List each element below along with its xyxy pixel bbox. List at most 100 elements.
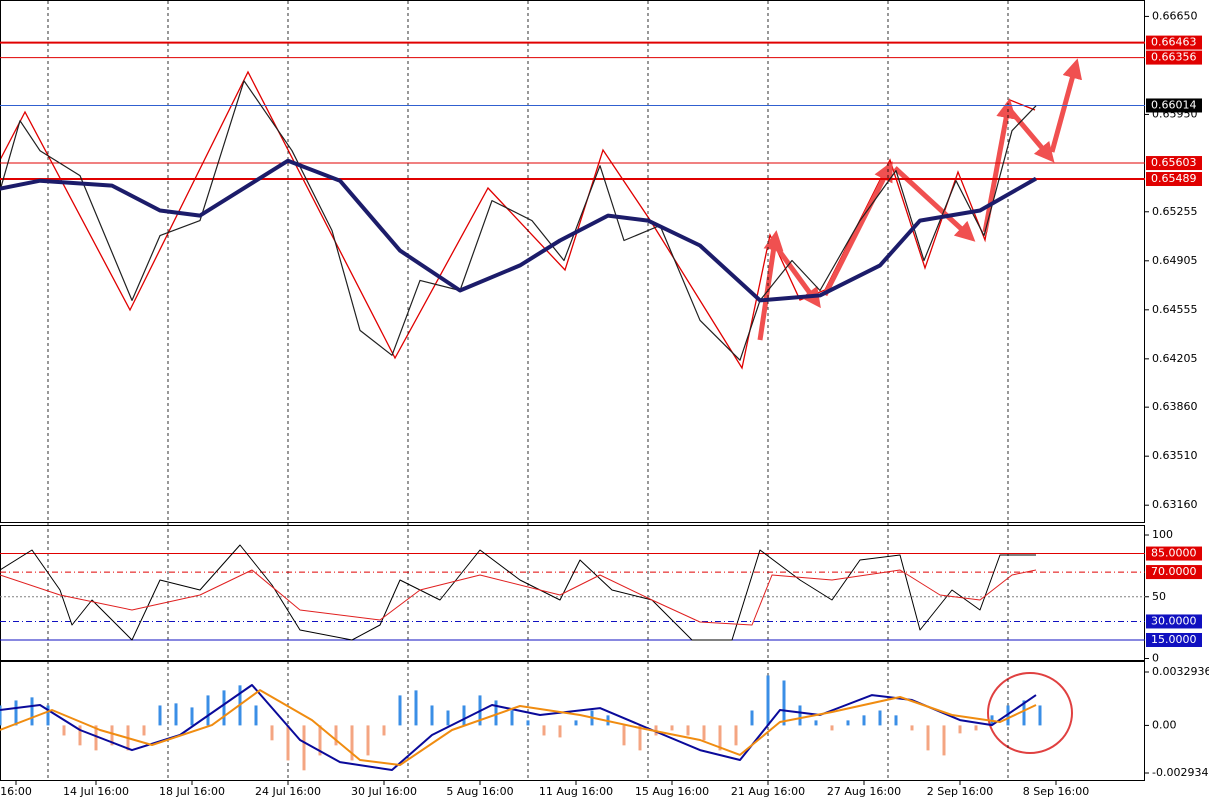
histogram-bar — [910, 725, 914, 731]
histogram-bar — [382, 725, 386, 736]
histogram-bar — [718, 725, 722, 751]
histogram-bar — [830, 725, 834, 731]
histogram-bar — [542, 725, 546, 736]
histogram-bar — [558, 725, 562, 738]
histogram-bar — [510, 710, 514, 726]
histogram-bar — [366, 725, 370, 756]
y-tick-label: -0.0029346 — [1152, 766, 1209, 779]
y-tick-label: 0.63860 — [1152, 400, 1198, 413]
histogram-bar — [814, 720, 818, 726]
histogram-bar — [734, 725, 738, 746]
histogram-bar — [94, 725, 98, 751]
histogram-bar — [286, 725, 290, 761]
level-label: 15.0000 — [1151, 633, 1197, 646]
level-label: 70.0000 — [1151, 565, 1197, 578]
y-tick-label: 0 — [1152, 652, 1159, 665]
histogram-bar — [1022, 700, 1026, 726]
level-label-box — [1146, 172, 1202, 187]
level-label-box — [1146, 156, 1202, 171]
histogram-bar — [318, 725, 322, 756]
y-tick-label: 50 — [1152, 590, 1166, 603]
histogram-bar — [798, 705, 802, 726]
level-label-box — [1146, 565, 1202, 580]
level-label: 0.66463 — [1151, 36, 1197, 49]
x-tick-label: 2 Sep 16:00 — [927, 785, 993, 798]
level-label: 0.65489 — [1151, 172, 1197, 185]
level-label: 0.65603 — [1151, 156, 1197, 169]
series-line — [0, 544, 1036, 641]
y-tick-label: 0.00 — [1152, 718, 1177, 731]
histogram-bar — [0, 705, 2, 726]
x-tick-label: 11 Aug 16:00 — [539, 785, 613, 798]
histogram-bar — [62, 725, 66, 736]
x-tick-label: 18 Jul 16:00 — [159, 785, 225, 798]
histogram-bar — [446, 710, 450, 726]
histogram-bar — [766, 675, 770, 726]
histogram-bar — [270, 725, 274, 741]
histogram-bar — [206, 695, 210, 726]
histogram-bar — [862, 715, 866, 726]
histogram-bar — [846, 720, 850, 726]
level-label-box — [1146, 50, 1202, 65]
histogram-bar — [574, 720, 578, 726]
histogram-bar — [958, 725, 962, 734]
series-line — [0, 689, 1037, 766]
y-tick-label: 0.0032936 — [1152, 665, 1209, 678]
x-tick-label: 21 Aug 16:00 — [731, 785, 805, 798]
histogram-bar — [494, 700, 498, 726]
histogram-bar — [110, 725, 114, 746]
x-tick-label: 16:00 — [0, 785, 32, 798]
level-label-box — [1146, 614, 1202, 629]
histogram-bar — [974, 725, 978, 731]
histogram-bar — [142, 725, 146, 736]
histogram-bar — [430, 705, 434, 726]
histogram-bar — [670, 725, 674, 731]
level-label: 0.66356 — [1151, 51, 1197, 64]
histogram-bar — [1038, 705, 1042, 726]
histogram-bar — [334, 725, 338, 746]
series-line — [0, 569, 1037, 626]
histogram-bar — [414, 690, 418, 726]
histogram-bar — [638, 725, 642, 751]
histogram-bar — [46, 705, 50, 726]
histogram-bar — [222, 690, 226, 726]
y-tick-label: 0.65255 — [1152, 205, 1198, 218]
x-tick-label: 30 Jul 16:00 — [351, 785, 417, 798]
histogram-bar — [926, 725, 930, 751]
series-line — [0, 80, 1037, 361]
histogram-bar — [622, 725, 626, 746]
histogram-bar — [78, 725, 82, 746]
histogram-bar — [398, 695, 402, 726]
histogram-bar — [526, 720, 530, 726]
histogram-bar — [254, 705, 258, 726]
x-tick-label: 27 Aug 16:00 — [827, 785, 901, 798]
highlight-circle — [987, 672, 1073, 754]
x-tick-label: 8 Sep 16:00 — [1023, 785, 1089, 798]
histogram-bar — [686, 725, 690, 736]
y-tick-label: 0.63160 — [1152, 498, 1198, 511]
y-tick-label: 0.66650 — [1152, 9, 1198, 22]
level-label-box — [1146, 35, 1202, 50]
x-tick-label: 5 Aug 16:00 — [446, 785, 513, 798]
y-tick-label: 0.64205 — [1152, 352, 1198, 365]
histogram-bar — [174, 703, 178, 726]
histogram-bar — [350, 725, 354, 761]
level-label-box — [1146, 632, 1202, 647]
histogram-bar — [30, 697, 34, 726]
level-label-box — [1146, 98, 1202, 113]
histogram-bar — [302, 725, 306, 771]
x-tick-label: 14 Jul 16:00 — [63, 785, 129, 798]
level-label: 30.0000 — [1151, 614, 1197, 627]
histogram-bar — [878, 710, 882, 726]
series-line — [0, 158, 1037, 303]
y-tick-label: 0.64555 — [1152, 303, 1198, 316]
histogram-bar — [462, 705, 466, 726]
histogram-bar — [894, 715, 898, 726]
histogram-bar — [702, 725, 706, 741]
histogram-bar — [190, 707, 194, 726]
level-label: 85.0000 — [1151, 547, 1197, 560]
y-tick-label: 0.63510 — [1152, 449, 1198, 462]
